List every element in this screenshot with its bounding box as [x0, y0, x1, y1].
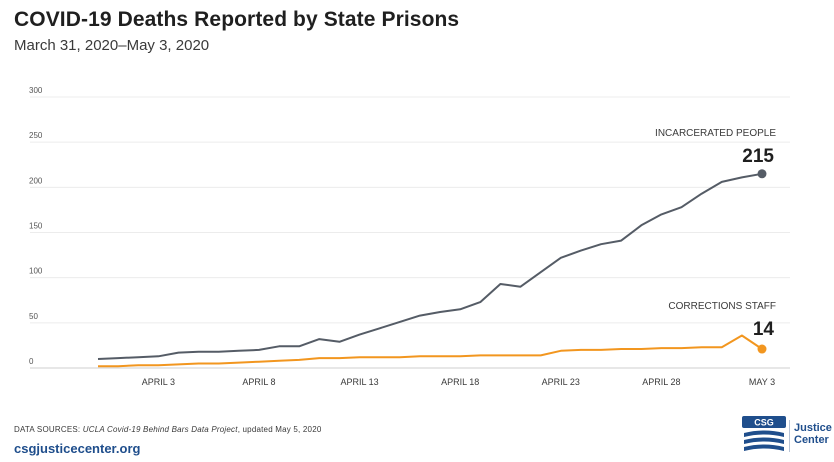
- series-end-value-label: 14: [753, 319, 775, 340]
- series-end-point-incarcerated-people: [757, 169, 767, 179]
- series-line-corrections-staff: [98, 334, 763, 368]
- series-name-label: INCARCERATED PEOPLE: [655, 128, 776, 139]
- x-tick-label: MAY 3: [749, 377, 775, 387]
- logo-text: Justice Center: [794, 422, 832, 446]
- csg-badge-icon: CSG: [742, 416, 786, 451]
- csg-justice-center-logo: CSG Justice Center: [742, 416, 834, 456]
- chart-subtitle: March 31, 2020–May 3, 2020: [14, 37, 210, 54]
- y-tick-label: 50: [29, 312, 38, 321]
- series-group: [97, 169, 767, 368]
- x-tick-label: APRIL 28: [642, 377, 680, 387]
- x-axis-ticks: APRIL 3 APRIL 8 APRIL 13 APRIL 18 APRIL 23 AP…: [142, 377, 775, 387]
- chart-title: COVID-19 Deaths Reported by State Prison…: [14, 8, 460, 31]
- x-tick-label: APRIL 23: [542, 377, 580, 387]
- series-labels: INCARCERATED PEOPLE 215 CORRECTIONS STAFF 1…: [655, 128, 776, 340]
- x-tick-label: APRIL 3: [142, 377, 175, 387]
- logo-divider: [789, 420, 790, 452]
- y-tick-label: 300: [29, 86, 43, 95]
- y-tick-label: 150: [29, 222, 43, 231]
- y-tick-label: 200: [29, 176, 43, 185]
- y-tick-label: 250: [29, 131, 43, 140]
- y-tick-label: 0: [29, 357, 34, 366]
- y-axis-ticks: 0 50 100 150 200 250 300: [29, 86, 43, 366]
- x-tick-label: APRIL 13: [340, 377, 378, 387]
- x-tick-label: APRIL 8: [242, 377, 275, 387]
- series-name-label: CORRECTIONS STAFF: [668, 301, 776, 312]
- line-chart: 0 50 100 150 200 250 300 APRIL 3 APRIL 8 APRIL 1…: [29, 86, 790, 387]
- y-tick-label: 100: [29, 267, 43, 276]
- x-tick-label: APRIL 18: [441, 377, 479, 387]
- website-link[interactable]: csgjusticecenter.org: [14, 441, 141, 456]
- svg-text:CSG: CSG: [754, 418, 774, 428]
- series-end-value-label: 215: [742, 146, 774, 167]
- gridlines: [30, 96, 790, 369]
- data-source-note: DATA SOURCES: UCLA Covid-19 Behind Bars …: [14, 425, 322, 434]
- series-end-point-corrections-staff: [757, 344, 767, 354]
- series-line-incarcerated-people: [97, 172, 763, 360]
